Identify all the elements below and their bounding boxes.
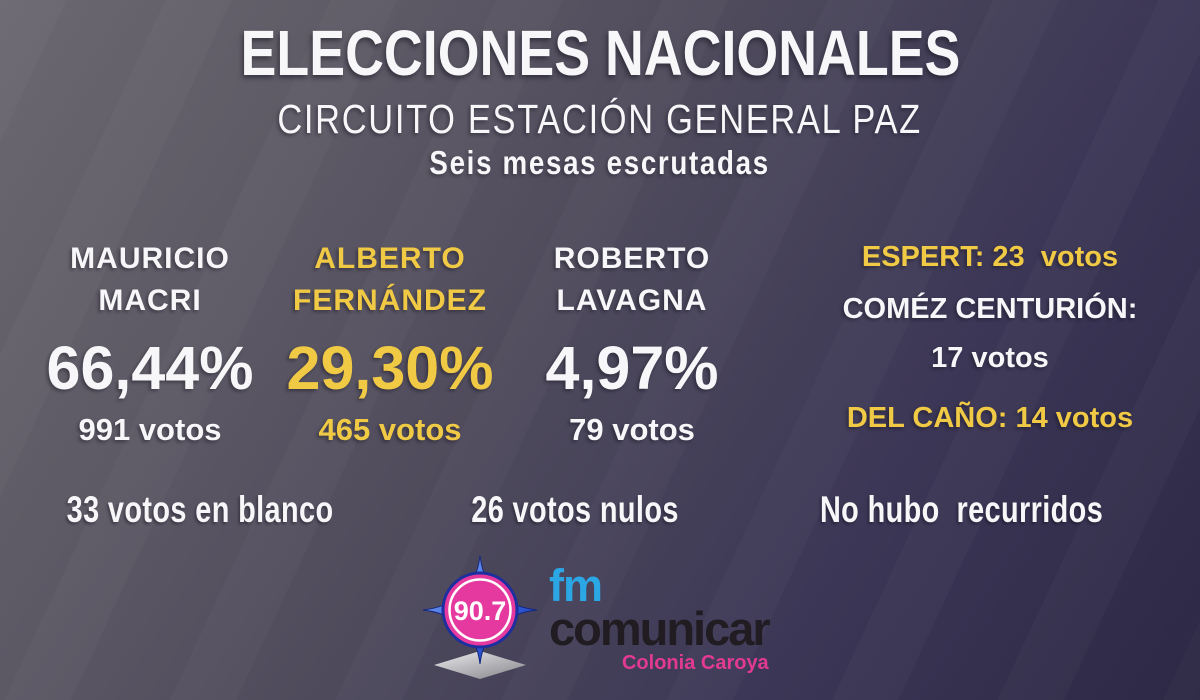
logo-fm-label: fm <box>549 560 603 611</box>
summary-blank-votes-text: 33 votos en blanco <box>66 489 334 530</box>
radio-star-icon: 90.7 <box>422 555 538 679</box>
summary-null-votes-text: 26 votos nulos <box>471 489 679 530</box>
minor-candidate-gomez-votes: 17 votos <box>931 342 1049 374</box>
candidate-percent: 29,30% <box>286 334 494 402</box>
candidate-last-name: MACRI <box>98 284 202 317</box>
candidate-last-name: FERNÁNDEZ <box>293 284 487 317</box>
minor-candidate-delcano: DEL CAÑO: 14 votos <box>846 402 1134 434</box>
summary-contested-votes-text: No hubo recurridos <box>820 489 1104 530</box>
radio-logo: 90.7 fm comunicar Colonia Caroya <box>421 555 771 683</box>
summary-contested-votes: No hubo recurridos <box>772 489 1152 531</box>
candidate-column-fernandez: ALBERTO FERNÁNDEZ 29,30% 465 votos <box>260 238 520 448</box>
logo-city-name: Colonia Caroya <box>621 651 769 674</box>
page-note-text: Seis mesas escrutadas <box>429 144 771 181</box>
candidate-votes: 465 votos <box>318 412 462 447</box>
page-title: ELECCIONES NACIONALES <box>0 16 1200 90</box>
minor-candidate-gomez-name: COMÉZ CENTURIÓN: <box>842 293 1138 325</box>
logo-frequency: 90.7 <box>454 596 507 626</box>
candidate-percent: 66,44% <box>46 334 254 402</box>
page-note: Seis mesas escrutadas <box>0 144 1200 182</box>
candidate-votes: 991 votos <box>78 412 222 447</box>
candidate-votes: 79 votos <box>569 412 695 447</box>
logo-station-name: comunicar <box>549 601 771 655</box>
minor-candidate-espert: ESPERT: 23 votos <box>861 241 1119 273</box>
logo-base-icon <box>434 651 526 679</box>
page-title-text: ELECCIONES NACIONALES <box>240 17 960 89</box>
summary-null-votes: 26 votos nulos <box>385 489 765 531</box>
candidate-column-lavagna: ROBERTO LAVAGNA 4,97% 79 votos <box>502 238 762 448</box>
candidate-first-name: ALBERTO <box>314 242 466 275</box>
candidate-last-name: LAVAGNA <box>556 284 708 317</box>
minor-candidates-panel: ESPERT: 23 votos COMÉZ CENTURIÓN: 17 vot… <box>788 240 1192 435</box>
candidate-first-name: MAURICIO <box>70 242 230 275</box>
radio-logo-text: fm comunicar Colonia Caroya <box>549 555 771 675</box>
summary-blank-votes: 33 votos en blanco <box>10 489 390 531</box>
candidate-column-macri: MAURICIO MACRI 66,44% 991 votos <box>20 238 280 448</box>
page-subtitle: CIRCUITO ESTACIÓN GENERAL PAZ <box>0 96 1200 143</box>
page-subtitle-text: CIRCUITO ESTACIÓN GENERAL PAZ <box>277 96 923 142</box>
candidate-first-name: ROBERTO <box>553 242 711 275</box>
candidate-percent: 4,97% <box>545 334 719 402</box>
